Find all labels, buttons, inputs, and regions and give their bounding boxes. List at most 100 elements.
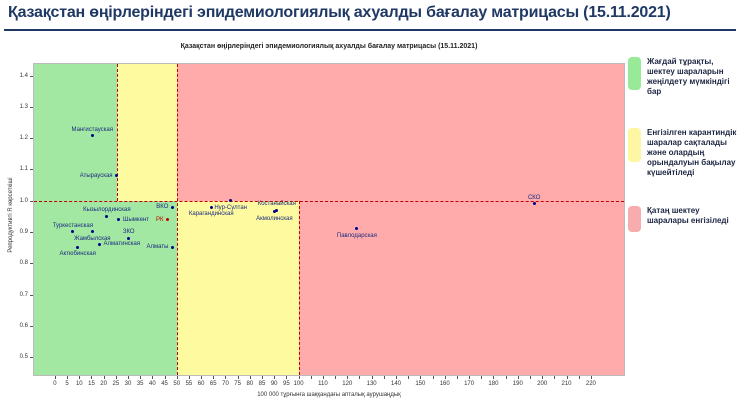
data-point-marker (90, 134, 94, 138)
x-tick (469, 376, 471, 379)
x-tick-label: 70 (222, 381, 229, 387)
y-tick-label: 1.2 (19, 135, 28, 142)
x-tick-label: 0 (53, 381, 57, 387)
legend: Жағдай тұрақты, шектеу шараларын жеңілде… (628, 55, 738, 375)
legend-item-green: Жағдай тұрақты, шектеу шараларын жеңілде… (628, 57, 738, 97)
data-point-marker (209, 205, 213, 209)
x-tick-label: 210 (561, 381, 572, 387)
data-point-label: Актюбинская (59, 251, 96, 258)
data-point-label: Павлодарская (336, 232, 377, 239)
data-point-label: Кызылординская (83, 207, 131, 214)
x-tick (152, 376, 154, 379)
x-tick-minor (335, 376, 337, 379)
y-tick-label: 0.9 (19, 229, 28, 236)
x-tick (542, 376, 544, 379)
x-tick (115, 376, 117, 379)
data-point-label: Костанайская (257, 201, 296, 208)
y-tick-label: 1.3 (19, 103, 28, 110)
x-tick-label: 25 (112, 381, 120, 387)
x-tick-minor (383, 376, 385, 379)
x-tick-minor (505, 376, 507, 379)
data-point-marker (76, 245, 80, 249)
y-tick-label: 0.5 (19, 354, 28, 361)
data-point-label: Жамбылская (73, 235, 111, 242)
x-tick-label: 100 (293, 381, 304, 387)
data-point-label: РК (156, 216, 164, 223)
data-point-marker (166, 218, 170, 221)
x-tick (164, 376, 166, 379)
threshold-line (298, 200, 300, 375)
legend-item-pink: Қатаң шектеу шаралары енгізіледі (628, 206, 738, 232)
x-tick-minor (554, 376, 556, 379)
legend-swatch-green (628, 57, 641, 90)
data-point-marker (117, 218, 121, 221)
x-tick (444, 376, 446, 379)
x-tick (274, 376, 276, 379)
y-tick-label: 1.1 (19, 166, 28, 173)
y-tick (30, 232, 33, 234)
x-tick-label: 45 (161, 381, 168, 387)
x-tick (298, 376, 300, 379)
x-axis: 0 5 10 15 20 25 30 35 40 45 50 55 60 65 70 75 80 85 90 95 10… (33, 376, 625, 392)
x-tick-label: 75 (234, 381, 241, 387)
x-tick-label: 85 (258, 381, 266, 387)
x-tick (54, 376, 56, 379)
data-point-marker (229, 199, 233, 203)
legend-swatch-pink (628, 206, 641, 232)
x-tick (67, 376, 69, 379)
page-title: Қазақстан өңірлеріндегі эпидемиологиялық… (8, 4, 671, 21)
y-tick (30, 357, 33, 359)
y-tick (30, 200, 33, 202)
data-point-marker (90, 230, 94, 234)
x-tick (286, 376, 288, 379)
legend-label-yellow: Енгізілген карантиндік шаралар сақталады… (647, 128, 737, 177)
x-tick (213, 376, 215, 379)
y-axis-label: Репродуктивті R көрсеткіші (8, 177, 14, 253)
x-tick (128, 376, 129, 379)
x-tick (347, 376, 349, 379)
threshold-line (34, 200, 624, 202)
x-tick (176, 376, 178, 379)
data-point-label: Алматинская (103, 241, 141, 248)
y-tick-label: 0.7 (19, 291, 28, 298)
x-tick-label: 120 (342, 381, 353, 387)
x-tick-label: 10 (75, 381, 83, 387)
x-tick-label: 40 (149, 381, 156, 387)
x-tick (590, 376, 592, 379)
x-tick-minor (578, 376, 580, 379)
y-tick (30, 294, 33, 296)
data-point-marker (532, 202, 536, 206)
legend-label-pink: Қатаң шектеу шаралары енгізіледі (647, 206, 729, 225)
x-tick (262, 376, 263, 379)
y-tick (30, 263, 33, 265)
x-tick-label: 65 (209, 381, 217, 387)
x-tick (79, 376, 81, 379)
x-tick (249, 376, 251, 379)
x-tick-minor (359, 376, 361, 379)
y-tick (30, 138, 33, 140)
x-tick-label: 150 (415, 381, 426, 387)
x-tick (103, 376, 105, 379)
plot-area: Мангистауская Атырауская Кызылординская Шым… (33, 63, 625, 376)
x-tick (517, 376, 519, 379)
x-tick (371, 376, 373, 379)
threshold-line (116, 64, 118, 201)
data-point-marker (170, 245, 174, 249)
zone-pink-upper (177, 64, 624, 201)
data-point-label: Алматы (146, 244, 169, 251)
y-tick (30, 325, 33, 327)
y-tick (30, 106, 33, 108)
chart-title: Қазақстан өңірлеріндегі эпидемиологиялық… (180, 43, 478, 50)
x-tick-label: 160 (439, 381, 450, 387)
data-point-label: Акмолинская (256, 215, 293, 222)
data-point-label: Мангистауская (71, 126, 114, 133)
data-point-label: ЗКО (122, 229, 135, 236)
zone-pink-lower (298, 200, 624, 375)
x-tick (91, 376, 93, 379)
x-tick (322, 376, 324, 379)
x-tick-label: 30 (124, 381, 132, 387)
x-tick-label: 110 (318, 381, 328, 387)
x-tick-label: 170 (464, 381, 475, 387)
x-tick-label: 220 (585, 381, 596, 387)
x-tick-minor (310, 376, 312, 379)
